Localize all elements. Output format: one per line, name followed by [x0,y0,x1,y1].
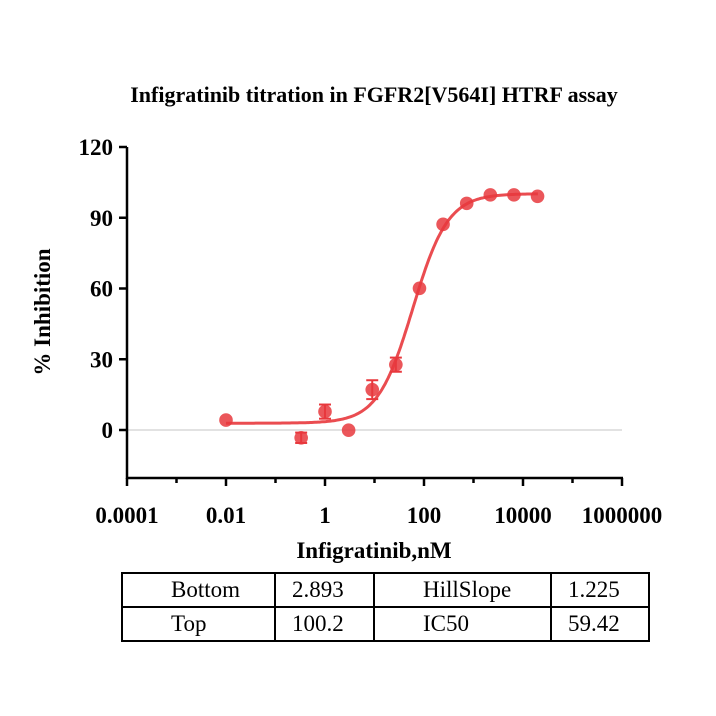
param-label: Bottom [121,572,276,608]
param-label: HillSlope [373,572,552,608]
x-axis-label: Infigratinib,nM [296,538,452,563]
y-tick-label: 120 [79,135,114,160]
data-point [412,281,427,296]
x-tick-label: 100 [407,503,442,528]
x-tick-label: 0.0001 [95,503,158,528]
param-value: 59.42 [550,606,650,642]
table-row: Bottom 2.893 HillSlope 1.225 [121,572,650,608]
param-label: IC50 [373,606,552,642]
y-tick-label: 60 [90,277,113,302]
y-tick-label: 30 [90,347,113,372]
y-tick-label: 90 [90,206,113,231]
data-point [341,423,356,438]
data-point [219,413,233,427]
y-axis-label: % Inhibition [30,248,55,375]
data-point [365,382,380,397]
data-point [436,217,450,232]
param-value: 2.893 [274,572,375,608]
data-point [483,188,498,202]
x-tick-label: 1000000 [582,503,663,528]
param-value: 1.225 [550,572,650,608]
data-point [507,188,521,202]
x-tick-label: 10000 [494,503,552,528]
data-point [389,357,403,372]
data-point [318,404,332,419]
fit-curve [226,192,538,425]
param-label: Top [121,606,276,642]
data-point [294,430,308,445]
param-value: 100.2 [274,606,375,642]
fit-parameters-table: Bottom 2.893 HillSlope 1.225 Top 100.2 I… [121,572,650,642]
table-row: Top 100.2 IC50 59.42 [121,606,650,642]
y-tick-label: 0 [102,418,114,443]
chart-title: Infigratinib titration in FGFR2[V564I] H… [130,82,617,107]
x-tick-label: 0.01 [206,503,246,528]
data-point [459,196,474,211]
x-tick-label: 1 [319,503,331,528]
data-point [530,189,545,204]
